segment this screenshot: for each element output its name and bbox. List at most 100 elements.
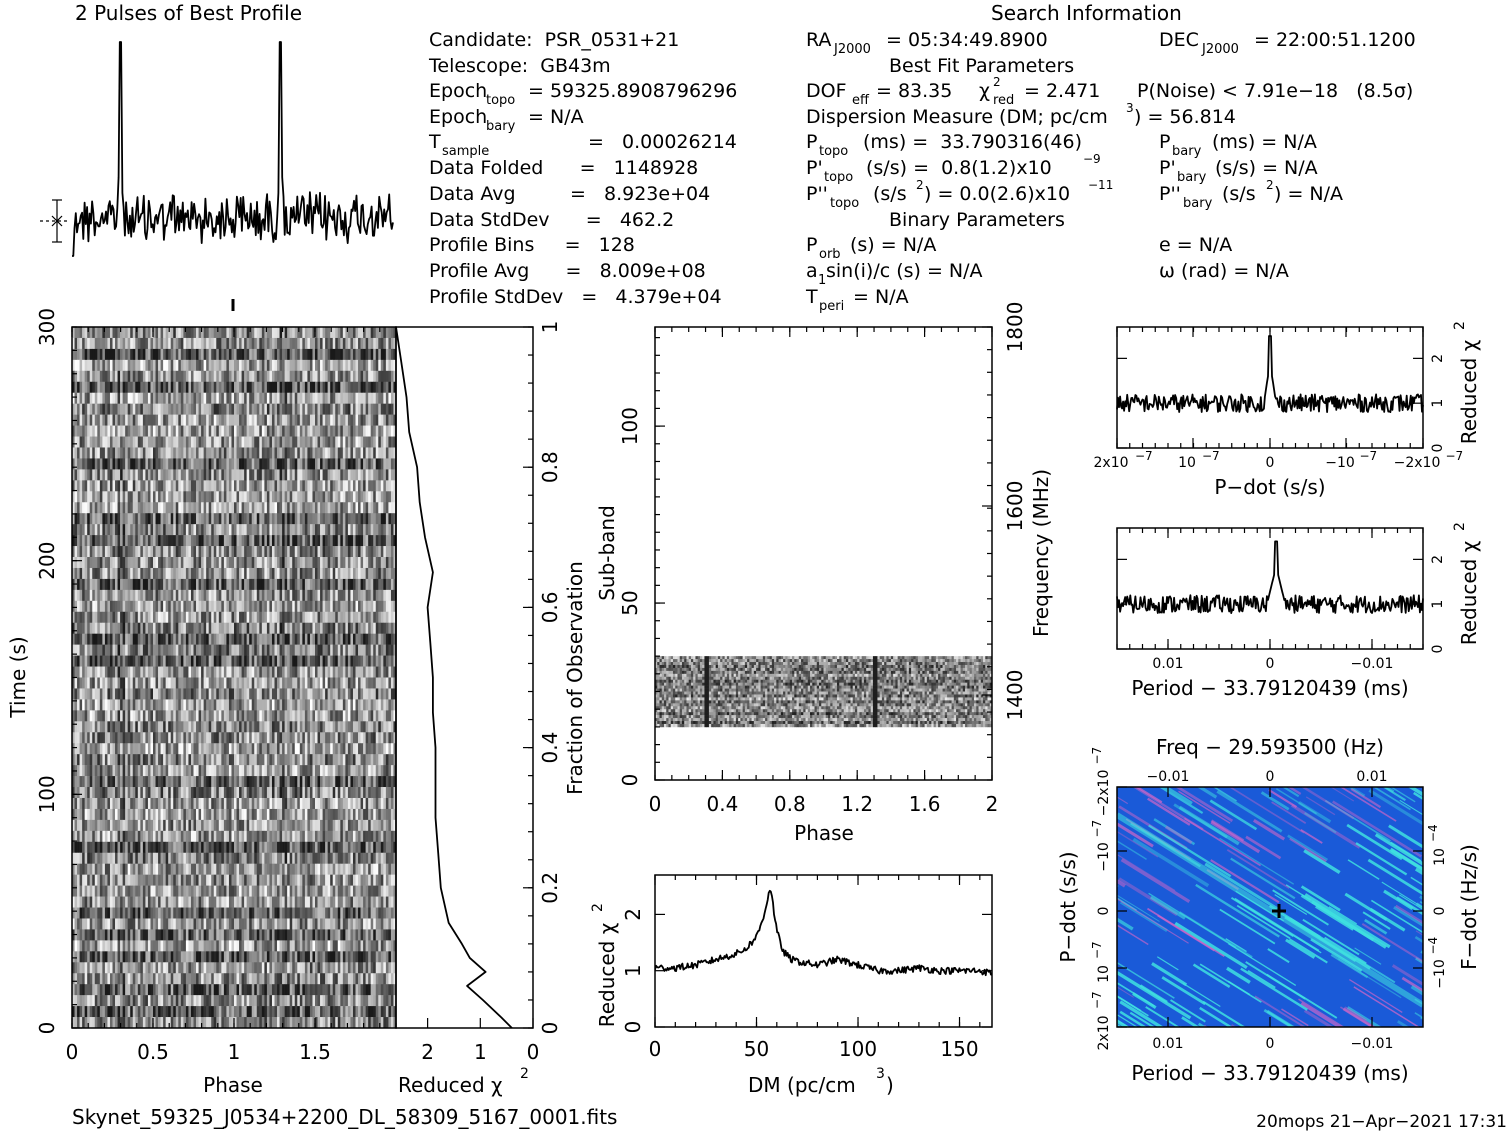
time-chi-xtick: 2 (421, 1040, 434, 1064)
best-fit-title: Best Fit Parameters (889, 55, 1074, 77)
time-phase-ytick: 0 (35, 1022, 59, 1035)
svg-text:T: T (805, 286, 818, 308)
candidate-line: Candidate: PSR_0531+21 (429, 29, 679, 51)
profile-avg-line: Profile Avg = 8.009e+08 (429, 260, 706, 282)
svg-text:red: red (993, 93, 1014, 108)
svg-text:Dispersion Measure (DM; pc/cm: Dispersion Measure (DM; pc/cm (806, 106, 1108, 128)
svg-text:topo: topo (819, 144, 848, 159)
pddot-bary-line: P'' bary (s/s 2 ) = N/A (1159, 178, 1343, 211)
period-ylabel: Reduced χ 2 (1452, 522, 1481, 645)
svg-text:χ: χ (979, 80, 990, 102)
binary-title: Binary Parameters (889, 209, 1065, 231)
svg-text:−9: −9 (1083, 152, 1101, 166)
svg-text:= 05:34:49.8900: = 05:34:49.8900 (886, 29, 1048, 51)
time-chi-ytick: 0.6 (538, 591, 562, 623)
svg-text:= 0.00026214: = 0.00026214 (588, 131, 737, 153)
svg-text:1: 1 (818, 273, 826, 288)
svg-text:) = 56.814: ) = 56.814 (1134, 106, 1236, 128)
svg-text:P: P (1159, 131, 1170, 153)
time-chi-ylabel: Fraction of Observation (563, 561, 587, 795)
svg-text:Epoch: Epoch (429, 80, 487, 102)
ppdot-right-tick: 0 (1432, 907, 1448, 916)
ppdot-bottom-tick: 0.01 (1152, 1036, 1183, 1052)
frequency-ylabel: Frequency (MHz) (1029, 469, 1053, 637)
dm-xtick: 50 (744, 1037, 769, 1061)
svg-text:topo: topo (830, 196, 859, 211)
search-panel: RA J2000 = 05:34:49.8900 DEC J2000 = 22:… (805, 29, 1416, 314)
svg-text:P: P (806, 131, 817, 153)
svg-text:2: 2 (916, 178, 924, 192)
ppdot-left-tick: 0 (1096, 907, 1112, 916)
subband-ylabel: Sub-band (595, 505, 619, 601)
dm-chi-plot: 0 50 100 150 0 1 2 DM (pc/cm 3 ) Reduced χ 2 (590, 874, 993, 1097)
svg-text:) = N/A: ) = N/A (1274, 183, 1343, 205)
pdot-ytick: 1 (1430, 399, 1446, 408)
svg-text:= 59325.8908796296: = 59325.8908796296 (528, 80, 737, 102)
svg-text:Epoch: Epoch (429, 106, 487, 128)
svg-text:P: P (806, 234, 817, 256)
profile-errorbar (40, 199, 68, 243)
svg-text:peri: peri (819, 299, 844, 314)
subband-xtick: 0 (649, 792, 662, 816)
pdot-frame (1116, 326, 1424, 449)
svg-text:(s/s) = 0.8(1.2)x10: (s/s) = 0.8(1.2)x10 (866, 157, 1052, 179)
svg-text:J2000: J2000 (833, 42, 871, 57)
time-phase-ytick: 300 (35, 308, 59, 346)
svg-text:DOF: DOF (806, 80, 847, 102)
svg-text:sin(i)/c (s) = N/A: sin(i)/c (s) = N/A (826, 260, 983, 282)
svg-text:= 2.471: = 2.471 (1024, 80, 1100, 102)
pddot-topo-line: P'' topo (s/s 2 ) = 0.0(2.6)x10 −11 (806, 178, 1113, 211)
pdot-ylabel: Reduced χ 2 (1452, 321, 1481, 444)
pdot-bary-line: P' bary (s/s) = N/A (1159, 157, 1318, 185)
dm-xtick: 0 (649, 1037, 662, 1061)
time-chi-series (395, 326, 513, 1029)
dm-xtick: 100 (839, 1037, 877, 1061)
period-xlabel: Period − 33.79120439 (ms) (1131, 676, 1408, 700)
search-title: Search Information (991, 1, 1182, 25)
svg-text:(s) = N/A: (s) = N/A (850, 234, 936, 256)
svg-text:(s/s: (s/s (1222, 183, 1256, 205)
ppdot-title: Freq − 29.593500 (Hz) (1156, 735, 1384, 759)
time-chi-ytick: 1 (538, 321, 562, 334)
dm-chi-series (655, 889, 992, 977)
period-chi-series (1116, 540, 1424, 614)
ppdot-top-tick: 0 (1266, 769, 1275, 785)
subband-xlabel: Phase (794, 821, 854, 845)
period-xtick: −0.01 (1351, 656, 1394, 672)
period-ytick: 2 (1430, 555, 1446, 564)
dm-ylabel: Reduced χ 2 (590, 903, 619, 1027)
ppdot-xlabel: Period − 33.79120439 (ms) (1131, 1061, 1408, 1085)
period-xtick: 0.01 (1152, 656, 1183, 672)
svg-text:a: a (806, 260, 818, 282)
ppdot-bottom-tick: −0.01 (1351, 1036, 1394, 1052)
ppdot-plot: −0.01 0 0.01 0.01 0 −0.01 2x10−7 10−7 0 −10−7 −2x1… (1056, 735, 1481, 1085)
svg-text:= 22:00:51.1200: = 22:00:51.1200 (1254, 29, 1416, 51)
pdot-chi-series (1116, 335, 1424, 414)
time-phase-plot: 0 0.5 1 1.5 0 100 200 300 Phase Time (s) (6, 299, 397, 1097)
svg-text:= N/A: = N/A (528, 106, 584, 128)
time-chi-xlabel: Reduced χ 2 (398, 1066, 529, 1097)
dm-xtick: 150 (940, 1037, 978, 1061)
frequency-ytick: 1600 (1003, 481, 1027, 532)
frequency-ytick: 1800 (1003, 302, 1027, 353)
subband-ytick: 100 (618, 407, 642, 445)
svg-text:= N/A: = N/A (853, 286, 909, 308)
time-chi-plot: 2 1 0 0 0.2 0.4 0.6 0.8 1 Reduced χ 2 Fraction o… (395, 321, 587, 1097)
time-phase-ytick: 100 (35, 775, 59, 813)
ppdot-top-tick: −0.01 (1147, 769, 1190, 785)
svg-text:(s/s) = N/A: (s/s) = N/A (1215, 157, 1318, 179)
svg-text:bary: bary (1177, 170, 1207, 185)
time-phase-xtick: 1 (228, 1040, 241, 1064)
time-chi-ytick: 0 (538, 1022, 562, 1035)
time-chi-ytick: 0.2 (538, 872, 562, 904)
pdot-ytick: 0 (1430, 444, 1446, 453)
profile-bins-line: Profile Bins = 128 (429, 234, 635, 256)
ppdot-top-tick: 0.01 (1356, 769, 1387, 785)
a1-line: a 1 sin(i)/c (s) = N/A (806, 260, 983, 288)
time-phase-xtick: 0.5 (137, 1040, 169, 1064)
period-ytick: 1 (1430, 600, 1446, 609)
profile-title: 2 Pulses of Best Profile (75, 1, 302, 25)
dec-line: DEC J2000 = 22:00:51.1200 (1159, 29, 1416, 57)
svg-text:bary: bary (486, 119, 516, 134)
